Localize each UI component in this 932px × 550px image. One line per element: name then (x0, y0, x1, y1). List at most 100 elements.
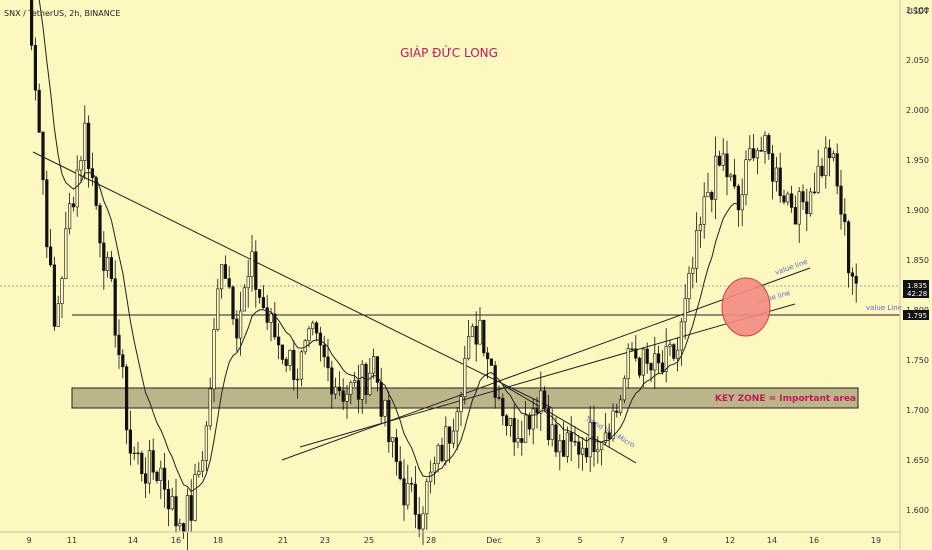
candle-body (546, 408, 550, 440)
y-tick-label: 1.850 (906, 256, 929, 265)
candle-body (155, 471, 159, 481)
candle-body (664, 346, 668, 372)
candle-body (159, 467, 163, 481)
candle-body (406, 482, 410, 506)
candle-body (208, 388, 212, 427)
candle-body (440, 444, 444, 462)
candle-body (592, 421, 596, 452)
candle-body (527, 414, 531, 430)
candle-body (163, 467, 167, 490)
candle-body (125, 366, 129, 431)
candle-body (394, 437, 399, 462)
candle-body (280, 344, 285, 360)
candle-body (147, 450, 152, 484)
candle-body (447, 426, 452, 444)
candle-body (694, 230, 699, 269)
candle-body (239, 310, 243, 339)
candle-body (770, 153, 775, 182)
candle-body (523, 414, 528, 443)
key-zone-label: KEY ZONE = Important area (715, 394, 856, 404)
x-tick-label: 16 (809, 536, 819, 545)
candle-body (231, 286, 235, 320)
candle-body (717, 155, 721, 166)
candle-body (189, 495, 193, 521)
candle-body (713, 155, 718, 200)
candle-body (345, 393, 349, 402)
candle-body (387, 400, 391, 443)
candle-body (744, 159, 748, 196)
candle-body (212, 329, 216, 390)
axis-unit-label: USDT (907, 7, 929, 16)
x-tick-label: 28 (426, 536, 436, 545)
candle-body (421, 513, 425, 530)
candle-body (261, 297, 266, 308)
candle-body (246, 276, 250, 289)
candle-body (782, 195, 786, 203)
highlight-circle (721, 277, 771, 337)
y-tick-label: 1.750 (906, 356, 929, 365)
candle-body (501, 397, 505, 417)
candle-body (839, 185, 843, 215)
x-tick-label: 14 (128, 536, 138, 545)
value-line-lower (299, 303, 796, 448)
candle-body (482, 319, 486, 354)
candle-body (520, 438, 524, 443)
candle-body (736, 185, 740, 211)
candle-body (580, 447, 585, 455)
candle-body (201, 460, 205, 472)
candle-body (748, 148, 752, 161)
value-line-upper (281, 267, 811, 461)
watermark: GIÁP ĐỨC LONG (400, 45, 498, 60)
candle-body (550, 424, 554, 440)
candle-body (622, 378, 626, 401)
candle-body (292, 349, 296, 381)
candle-body (360, 363, 364, 400)
candle-body (83, 122, 87, 161)
candle-body (637, 357, 642, 376)
candle-body (618, 399, 623, 413)
candle-body (463, 358, 467, 397)
candle-body (409, 482, 414, 485)
candle-body (326, 356, 330, 369)
candle-body (242, 287, 247, 312)
candle-body (227, 278, 231, 288)
candle-body (64, 228, 68, 279)
candle-body (820, 165, 824, 176)
candle-body (204, 425, 209, 461)
candle-body (197, 470, 201, 475)
candle-body (706, 192, 710, 198)
x-tick-label: 21 (278, 536, 288, 545)
candle-body (216, 288, 220, 330)
candle-body (379, 382, 383, 417)
candle-body (269, 313, 273, 323)
x-tick-label: 16 (171, 536, 181, 545)
candle-body (721, 153, 725, 166)
candle-body (352, 380, 357, 383)
candle-body (254, 251, 258, 290)
horizontal-value-line-label: value Line (866, 304, 902, 312)
candle-body (630, 348, 634, 350)
candle-body (660, 362, 664, 372)
candle-body (29, 0, 34, 46)
x-tick-label: 18 (213, 536, 223, 545)
candle-body (451, 430, 456, 444)
candle-body (710, 192, 714, 200)
candle-body (295, 378, 300, 381)
x-tick-label: 9 (662, 536, 667, 545)
candle-body (615, 410, 619, 413)
y-tick-label: 1.950 (906, 156, 929, 165)
candle-body (330, 367, 334, 395)
candle-body (478, 319, 482, 345)
candle-body (816, 165, 820, 193)
candle-body (48, 246, 53, 266)
candle-body (166, 488, 171, 510)
candle-body (311, 322, 315, 330)
candle-body (87, 122, 91, 169)
candle-body (565, 432, 569, 457)
candle-body (455, 411, 459, 432)
x-tick-label: 25 (364, 536, 374, 545)
candle-body (561, 440, 566, 457)
chart-title: SNX / TetherUS, 2h, BINANCE (4, 9, 120, 18)
candle-body (333, 386, 338, 395)
candle-body (611, 410, 615, 440)
